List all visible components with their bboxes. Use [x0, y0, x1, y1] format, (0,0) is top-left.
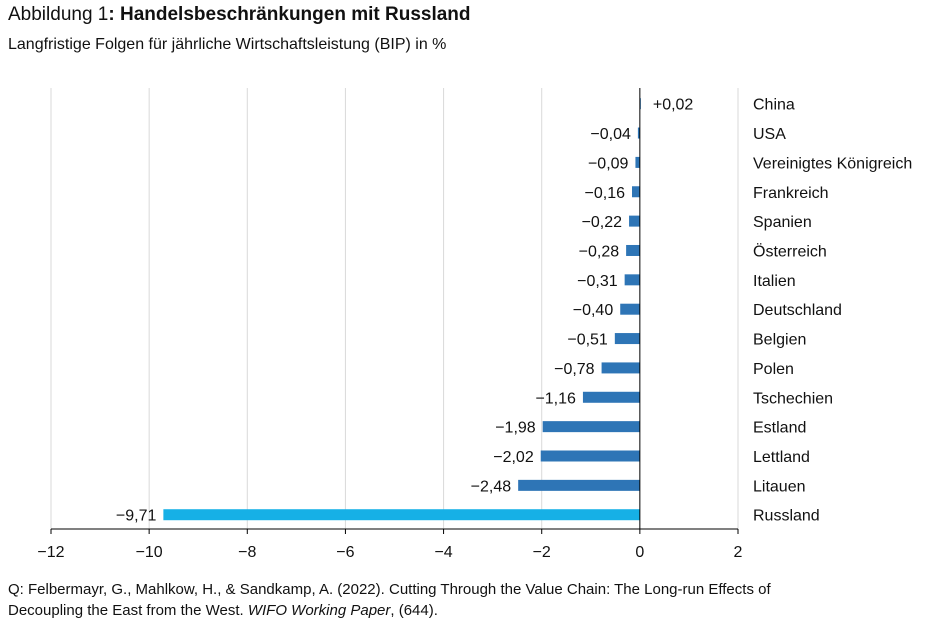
axes: [50, 88, 739, 534]
value-label: −0,28: [579, 243, 620, 260]
x-tick-labels: −12 −10 −8 −6 −4 −2 0 2: [37, 544, 742, 561]
x-tick-label: −6: [336, 544, 354, 561]
bar: [635, 156, 640, 168]
figure-label-separator: :: [108, 4, 120, 25]
category-label: Litauen: [753, 478, 806, 495]
x-tick-label: −10: [136, 544, 163, 561]
value-label: −1,16: [535, 390, 576, 407]
bar: [542, 421, 640, 433]
bar-chart: +0,02 −0,04 −0,09 −0,16 −0,22 −0,28 −0,31 −0,40…: [37, 88, 912, 561]
category-label: Spanien: [753, 214, 812, 231]
figure-label: Abbildung 1: [8, 4, 109, 25]
chart-title: Abbildung 1: Handelsbeschränkungen mit R…: [8, 4, 471, 26]
bar: [624, 274, 640, 286]
value-label: −0,51: [567, 332, 608, 349]
x-tick-label: −8: [238, 544, 256, 561]
category-label: Lettland: [753, 449, 810, 466]
bar: [632, 186, 640, 198]
x-tick-label: −2: [533, 544, 551, 561]
x-tick-label: −12: [37, 544, 64, 561]
source-line-2: Decoupling the East from the West. WIFO …: [8, 600, 771, 621]
source-line-1: Q: Felbermayr, G., Mahlkow, H., & Sandka…: [8, 581, 771, 598]
category-label: Italien: [753, 273, 796, 290]
category-label: Polen: [753, 361, 794, 378]
value-label: −0,16: [585, 185, 626, 202]
category-label: Estland: [753, 420, 806, 437]
value-label: −2,02: [493, 449, 534, 466]
value-label: +0,02: [653, 97, 694, 114]
chart-subtitle: Langfristige Folgen für jährliche Wirtsc…: [8, 36, 447, 53]
value-label: −0,09: [588, 155, 629, 172]
value-label: −0,22: [582, 214, 623, 231]
source-line-2-end: , (644).: [390, 602, 438, 619]
x-tick-label: 2: [734, 544, 743, 561]
category-label: Deutschland: [753, 302, 842, 319]
bar: [518, 479, 640, 491]
bar: [582, 391, 640, 403]
category-label: Frankreich: [753, 185, 829, 202]
category-label: Tschechien: [753, 390, 833, 407]
x-tick-label: 0: [635, 544, 644, 561]
value-label: −0,04: [590, 126, 631, 143]
value-label: −1,98: [495, 420, 536, 437]
category-label: Österreich: [753, 242, 827, 260]
value-label: −0,31: [577, 273, 618, 290]
category-label: China: [753, 97, 795, 114]
bar: [620, 303, 640, 315]
bar: [626, 244, 640, 256]
category-label: Belgien: [753, 332, 806, 349]
category-label: USA: [753, 126, 786, 143]
value-label: −0,40: [573, 302, 614, 319]
value-label: −9,71: [116, 508, 157, 525]
category-labels: China USA Vereinigtes Königreich Frankreich…: [753, 97, 912, 525]
bar: [629, 215, 640, 227]
value-label: −0,78: [554, 361, 595, 378]
source-note: Q: Felbermayr, G., Mahlkow, H., & Sandka…: [8, 579, 771, 621]
bar: [540, 450, 640, 462]
category-label: Russland: [753, 508, 820, 525]
bar: [614, 333, 640, 345]
value-labels: +0,02 −0,04 −0,09 −0,16 −0,22 −0,28 −0,31 −0,40…: [116, 97, 694, 525]
x-tick-label: −4: [434, 544, 452, 561]
bar: [601, 362, 640, 374]
bar: [163, 509, 640, 521]
source-line-2-text: Decoupling the East from the West.: [8, 602, 248, 619]
figure-title: Handelsbeschränkungen mit Russland: [119, 4, 471, 25]
bar: [637, 127, 640, 139]
bars: [163, 98, 641, 521]
source-journal: WIFO Working Paper: [247, 602, 391, 619]
value-label: −2,48: [471, 478, 512, 495]
category-label: Vereinigtes Königreich: [753, 155, 912, 172]
